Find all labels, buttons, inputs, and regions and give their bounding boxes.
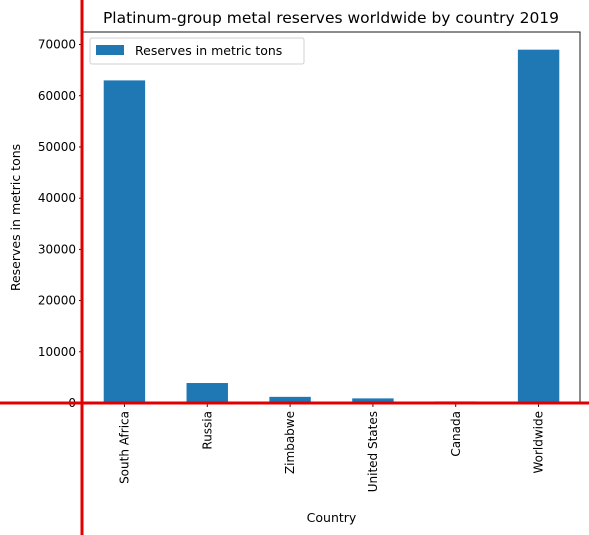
legend-entry: Reserves in metric tons xyxy=(135,43,282,58)
legend-box xyxy=(89,37,305,65)
x-axis: South Africa Russia Zimbabwe United States C… xyxy=(117,403,546,492)
legend-swatch xyxy=(96,45,124,55)
x-tick-label: Russia xyxy=(200,411,214,450)
x-axis-label: Country xyxy=(307,510,357,525)
bars-group xyxy=(103,49,560,404)
y-tick-label: 10000 xyxy=(38,345,76,359)
x-tick-label: United States xyxy=(366,411,380,492)
x-tick-label: Canada xyxy=(449,411,463,457)
y-tick-label: 50000 xyxy=(38,140,76,154)
bar-zimbabwe xyxy=(269,396,311,403)
y-tick-label: 30000 xyxy=(38,242,76,256)
y-tick-label: 40000 xyxy=(38,191,76,205)
chart-title: Platinum-group metal reserves worldwide … xyxy=(103,9,559,27)
x-tick-label: South Africa xyxy=(117,411,131,484)
bar-south-africa xyxy=(103,80,146,404)
x-tick-label: Worldwide xyxy=(532,411,546,474)
bar-russia xyxy=(186,383,228,403)
y-tick-label: 70000 xyxy=(38,38,76,52)
y-axis-label: Reserves in metric tons xyxy=(8,144,23,291)
bar-united-states xyxy=(352,398,394,403)
legend: Reserves in metric tons xyxy=(89,37,305,65)
x-tick-label: Zimbabwe xyxy=(283,411,297,474)
y-axis: 010000200003000040000500006000070000 xyxy=(38,38,83,410)
y-tick-label: 20000 xyxy=(38,294,76,308)
bar-worldwide xyxy=(517,49,560,404)
y-tick-label: 60000 xyxy=(38,89,76,103)
plot-frame xyxy=(82,31,581,404)
